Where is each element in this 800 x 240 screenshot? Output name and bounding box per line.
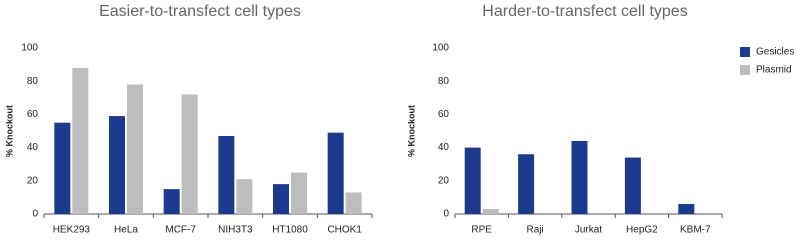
x-tick-label: HEK293 — [53, 225, 91, 236]
x-tick-label: RPE — [471, 225, 492, 236]
bar — [163, 189, 180, 214]
chart-title: Harder-to-transfect cell types — [482, 3, 687, 20]
bar — [127, 84, 143, 215]
bar — [236, 179, 253, 214]
x-tick-label: CHOK1 — [327, 225, 362, 236]
y-tick-label: 0 — [443, 209, 449, 220]
x-tick-label: NIH3T3 — [218, 225, 253, 236]
bar — [273, 184, 289, 214]
y-tick-label: 0 — [32, 209, 38, 220]
x-tick-label: Raji — [526, 225, 543, 236]
chart-title: Easier-to-transfect cell types — [99, 3, 301, 20]
legend-label: Plasmid — [756, 65, 792, 76]
x-tick-label: KBM-7 — [680, 225, 711, 236]
y-tick-label: 40 — [438, 142, 450, 153]
bar — [678, 204, 695, 214]
legend-swatch — [740, 47, 750, 57]
y-tick-label: 60 — [27, 109, 39, 120]
y-tick-label: 100 — [432, 43, 449, 54]
bar — [327, 132, 344, 214]
legend-label: Gesicles — [756, 47, 794, 58]
bar — [291, 172, 307, 214]
y-tick-label: 60 — [438, 109, 450, 120]
bar — [624, 157, 641, 214]
y-tick-label: 80 — [438, 76, 450, 87]
bar — [109, 116, 125, 214]
x-tick-label: HT1080 — [272, 225, 308, 236]
y-tick-label: 20 — [438, 175, 450, 186]
x-tick-label: Jurkat — [575, 225, 602, 236]
y-tick-label: 40 — [27, 142, 39, 153]
x-tick-label: HeLa — [114, 225, 138, 236]
y-tick-label: 80 — [27, 76, 39, 87]
bar — [571, 140, 588, 214]
x-tick-label: MCF-7 — [165, 225, 196, 236]
bar — [181, 94, 198, 214]
y-axis-label: % Knockout — [406, 105, 416, 157]
bar — [54, 122, 71, 214]
bar — [345, 192, 362, 214]
x-tick-label: HepG2 — [626, 225, 658, 236]
bar — [72, 67, 89, 214]
y-axis-label: % Knockout — [4, 105, 14, 157]
legend-swatch — [740, 65, 750, 75]
y-tick-label: 100 — [21, 43, 38, 54]
y-tick-label: 20 — [27, 175, 39, 186]
bar — [482, 209, 499, 214]
bar — [218, 135, 235, 214]
bar — [464, 147, 481, 214]
bar — [518, 154, 535, 214]
